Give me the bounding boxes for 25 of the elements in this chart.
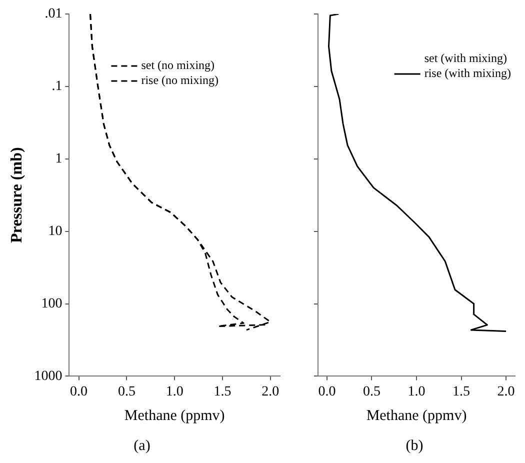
x-tick-label: 0.5 bbox=[362, 384, 380, 400]
x-tick-label: 1.0 bbox=[408, 384, 426, 400]
y-axis-title: Pressure (mb) bbox=[8, 147, 26, 244]
y-tick-label: 1000 bbox=[34, 368, 62, 384]
legend-label: rise (no mixing) bbox=[141, 73, 219, 88]
x-axis-title: Methane (ppmv) bbox=[124, 408, 225, 424]
x-tick-label: 1.5 bbox=[214, 384, 232, 400]
y-tick-label: 1 bbox=[55, 152, 62, 167]
x-tick-label: 2.0 bbox=[497, 384, 515, 400]
legend-label: rise (with mixing) bbox=[424, 66, 512, 80]
y-tick-label: 100 bbox=[41, 296, 62, 312]
y-tick-label: .1 bbox=[52, 79, 62, 94]
x-tick-label: 0.0 bbox=[70, 384, 88, 400]
x-tick-label: 1.0 bbox=[166, 384, 184, 400]
x-axis-title: Methane (ppmv) bbox=[366, 408, 467, 424]
x-tick-label: 2.0 bbox=[262, 384, 280, 400]
legend-label: set (no mixing) bbox=[141, 58, 215, 72]
x-tick-label: 0.5 bbox=[118, 384, 136, 400]
text: (b) bbox=[406, 438, 424, 454]
x-tick-label: 1.5 bbox=[452, 384, 470, 400]
annotation: set (with mixing) bbox=[424, 51, 508, 66]
y-tick-label: .01 bbox=[44, 6, 62, 22]
y-tick-label: 10 bbox=[48, 224, 62, 239]
text: (a) bbox=[134, 438, 150, 454]
x-tick-label: 0.0 bbox=[318, 384, 336, 400]
